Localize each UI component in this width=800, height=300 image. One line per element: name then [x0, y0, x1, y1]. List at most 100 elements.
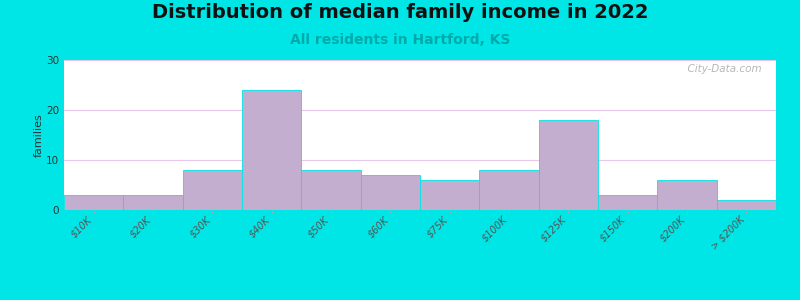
- Bar: [64, 207, 776, 209]
- Bar: [64, 208, 776, 209]
- Bar: [64, 208, 776, 209]
- Bar: [64, 208, 776, 210]
- Bar: [64, 207, 776, 208]
- Bar: [64, 208, 776, 210]
- Bar: [64, 208, 776, 210]
- Bar: [64, 208, 776, 209]
- Bar: [64, 208, 776, 210]
- Bar: [64, 208, 776, 210]
- Bar: [64, 208, 776, 210]
- Bar: [64, 208, 776, 210]
- Bar: [64, 208, 776, 210]
- Bar: [479, 170, 538, 210]
- Bar: [64, 208, 776, 209]
- Bar: [64, 207, 776, 209]
- Bar: [64, 207, 776, 209]
- Bar: [64, 208, 776, 209]
- Bar: [64, 208, 776, 210]
- Bar: [64, 208, 776, 210]
- Bar: [64, 207, 776, 209]
- Bar: [64, 208, 776, 210]
- Bar: [64, 208, 776, 209]
- Bar: [64, 208, 776, 209]
- Bar: [64, 207, 776, 209]
- Bar: [64, 208, 776, 209]
- Bar: [64, 208, 776, 209]
- Bar: [302, 170, 361, 210]
- Bar: [64, 208, 776, 209]
- Bar: [64, 207, 776, 208]
- Bar: [64, 208, 776, 210]
- Y-axis label: families: families: [34, 113, 43, 157]
- Bar: [64, 208, 776, 210]
- Bar: [64, 207, 776, 209]
- Bar: [64, 208, 776, 209]
- Bar: [598, 195, 658, 210]
- Bar: [64, 207, 776, 208]
- Bar: [64, 208, 776, 210]
- Bar: [64, 208, 776, 209]
- Bar: [64, 208, 776, 210]
- Bar: [182, 170, 242, 210]
- Bar: [64, 208, 776, 209]
- Bar: [64, 207, 776, 209]
- Bar: [64, 208, 776, 210]
- Bar: [64, 208, 776, 209]
- Bar: [64, 207, 776, 209]
- Bar: [64, 208, 776, 209]
- Bar: [64, 208, 776, 209]
- Bar: [420, 180, 479, 210]
- Bar: [64, 207, 776, 209]
- Bar: [64, 207, 776, 208]
- Bar: [64, 208, 776, 209]
- Bar: [64, 208, 776, 209]
- Bar: [64, 208, 776, 210]
- Bar: [64, 208, 776, 210]
- Bar: [64, 208, 776, 209]
- Bar: [64, 208, 776, 209]
- Text: All residents in Hartford, KS: All residents in Hartford, KS: [290, 33, 510, 47]
- Text: City-Data.com: City-Data.com: [681, 64, 762, 74]
- Bar: [64, 207, 776, 209]
- Bar: [123, 195, 182, 210]
- Bar: [64, 208, 776, 210]
- Bar: [64, 208, 776, 209]
- Bar: [64, 208, 776, 210]
- Bar: [64, 207, 776, 209]
- Bar: [64, 207, 776, 208]
- Bar: [64, 208, 776, 209]
- Bar: [64, 208, 776, 209]
- Bar: [64, 207, 776, 209]
- Bar: [64, 208, 776, 210]
- Bar: [64, 208, 776, 209]
- Bar: [64, 208, 776, 209]
- Bar: [64, 208, 776, 209]
- Bar: [538, 120, 598, 210]
- Bar: [64, 208, 776, 210]
- Bar: [717, 200, 776, 210]
- Bar: [64, 208, 776, 209]
- Bar: [64, 208, 776, 210]
- Bar: [64, 208, 776, 210]
- Bar: [64, 207, 776, 208]
- Bar: [64, 207, 776, 209]
- Bar: [64, 207, 776, 208]
- Bar: [64, 208, 776, 210]
- Bar: [64, 208, 776, 209]
- Text: Distribution of median family income in 2022: Distribution of median family income in …: [152, 3, 648, 22]
- Bar: [64, 207, 776, 209]
- Bar: [64, 208, 776, 209]
- Bar: [64, 195, 123, 210]
- Bar: [64, 207, 776, 208]
- Bar: [64, 208, 776, 210]
- Bar: [64, 207, 776, 209]
- Bar: [64, 208, 776, 209]
- Bar: [64, 208, 776, 209]
- Bar: [64, 208, 776, 209]
- Bar: [64, 207, 776, 208]
- Bar: [64, 207, 776, 209]
- Bar: [64, 208, 776, 210]
- Bar: [64, 207, 776, 209]
- Bar: [64, 208, 776, 209]
- Bar: [64, 208, 776, 210]
